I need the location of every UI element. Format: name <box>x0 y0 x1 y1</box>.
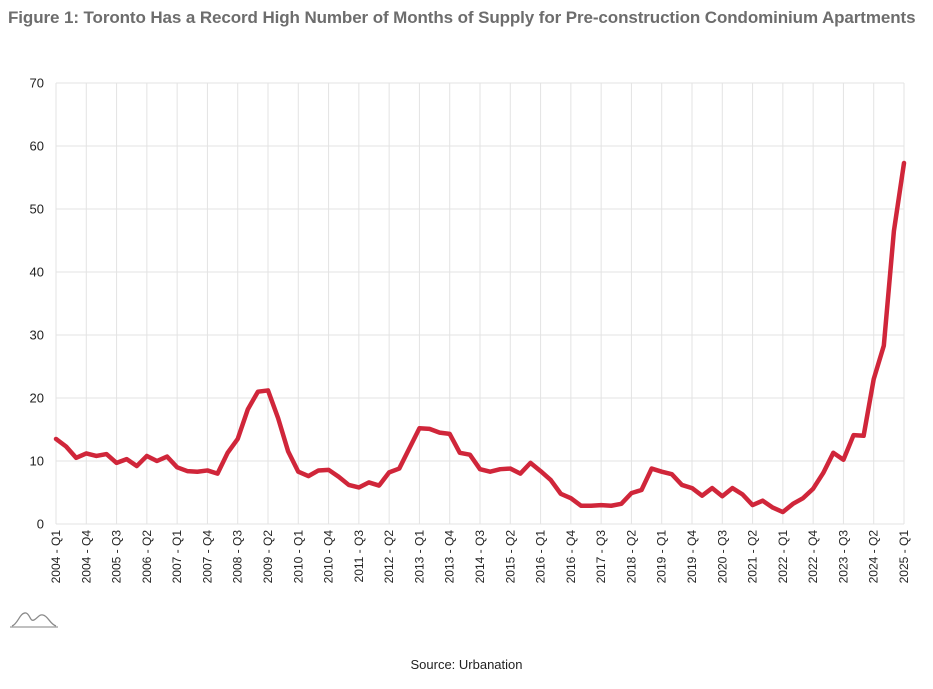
y-tick-label: 0 <box>37 517 44 532</box>
x-tick-label: 2019 - Q4 <box>685 530 699 584</box>
x-tick-label: 2013 - Q1 <box>412 530 426 584</box>
x-tick-label: 2011 - Q3 <box>352 530 366 583</box>
x-tick-label: 2018 - Q2 <box>624 530 638 584</box>
x-tick-label: 2005 - Q3 <box>110 530 124 584</box>
y-tick-label: 50 <box>30 202 44 217</box>
x-tick-label: 2022 - Q1 <box>776 530 790 584</box>
x-tick-label: 2007 - Q4 <box>200 530 214 584</box>
y-tick-label: 40 <box>30 265 44 280</box>
y-axis-ticks: 0 10 20 30 40 50 60 70 <box>30 76 44 532</box>
x-tick-label: 2010 - Q4 <box>322 530 336 584</box>
y-tick-label: 60 <box>30 139 44 154</box>
source-note: Source: Urbanation <box>410 657 523 672</box>
x-tick-label: 2008 - Q3 <box>231 530 245 584</box>
x-tick-label: 2017 - Q3 <box>594 530 608 584</box>
x-tick-label: 2025 - Q1 <box>897 530 911 584</box>
x-tick-label: 2009 - Q2 <box>261 530 275 584</box>
y-tick-label: 20 <box>30 391 44 406</box>
x-tick-label: 2004 - Q1 <box>49 530 63 584</box>
x-axis-ticks: 2004 - Q1 2004 - Q4 2005 - Q3 2006 - Q2 2007… <box>49 530 911 584</box>
x-tick-label: 2004 - Q4 <box>79 530 93 584</box>
x-tick-label: 2024 - Q2 <box>867 530 881 584</box>
y-tick-label: 10 <box>30 454 44 469</box>
urbanation-logo <box>10 612 58 628</box>
x-tick-label: 2016 - Q4 <box>564 530 578 584</box>
x-tick-label: 2013 - Q4 <box>443 530 457 584</box>
series-line <box>53 160 907 515</box>
series-group <box>53 160 907 515</box>
x-tick-label: 2015 - Q2 <box>503 530 517 584</box>
x-tick-label: 2020 - Q3 <box>715 530 729 584</box>
x-tick-label: 2006 - Q2 <box>140 530 154 584</box>
y-tick-label: 70 <box>30 76 44 91</box>
y-tick-label: 30 <box>30 328 44 343</box>
x-tick-label: 2010 - Q1 <box>291 530 305 584</box>
x-tick-label: 2012 - Q2 <box>382 530 396 584</box>
grid-lines <box>55 82 905 525</box>
x-tick-label: 2022 - Q4 <box>806 530 820 584</box>
x-tick-label: 2023 - Q3 <box>836 530 850 584</box>
chart-title: Figure 1: Toronto Has a Record High Numb… <box>8 8 916 27</box>
x-tick-label: 2019 - Q1 <box>655 530 669 584</box>
x-tick-label: 2016 - Q1 <box>534 530 548 584</box>
x-tick-label: 2021 - Q2 <box>746 530 760 584</box>
x-tick-label: 2014 - Q3 <box>473 530 487 584</box>
x-tick-label: 2007 - Q1 <box>170 530 184 584</box>
